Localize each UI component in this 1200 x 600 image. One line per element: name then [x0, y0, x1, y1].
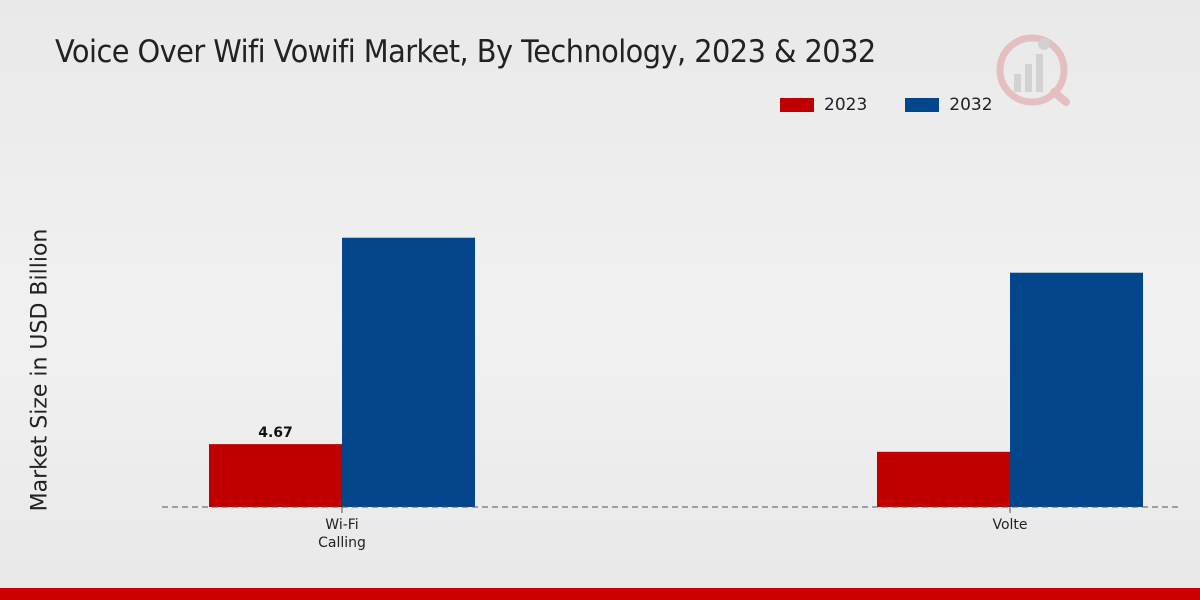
- bar-2032-volte: [1010, 272, 1143, 507]
- legend-item-2032: 2032: [905, 95, 993, 115]
- x-tick-label: Volte: [992, 517, 1027, 533]
- legend-label-2023: 2023: [824, 95, 868, 115]
- legend-swatch-2032: [905, 98, 940, 112]
- bar-2023-wi-fi-calling: [209, 444, 342, 507]
- x-tick-label: Wi-Fi Calling: [318, 517, 366, 551]
- legend-swatch-2023: [780, 98, 814, 112]
- legend-item-2023: 2023: [780, 95, 867, 115]
- chart-legend: 2023 2032: [780, 95, 1031, 115]
- legend-label-2032: 2032: [949, 95, 993, 115]
- bar-2032-wi-fi-calling: [342, 237, 475, 507]
- bar-2023-volte: [877, 451, 1010, 507]
- footer-accent-bar: [0, 588, 1200, 600]
- chart-title: Voice Over Wifi Vowifi Market, By Techno…: [55, 34, 876, 70]
- watermark-logo-icon: [994, 30, 1074, 110]
- data-label: 4.67: [258, 425, 293, 441]
